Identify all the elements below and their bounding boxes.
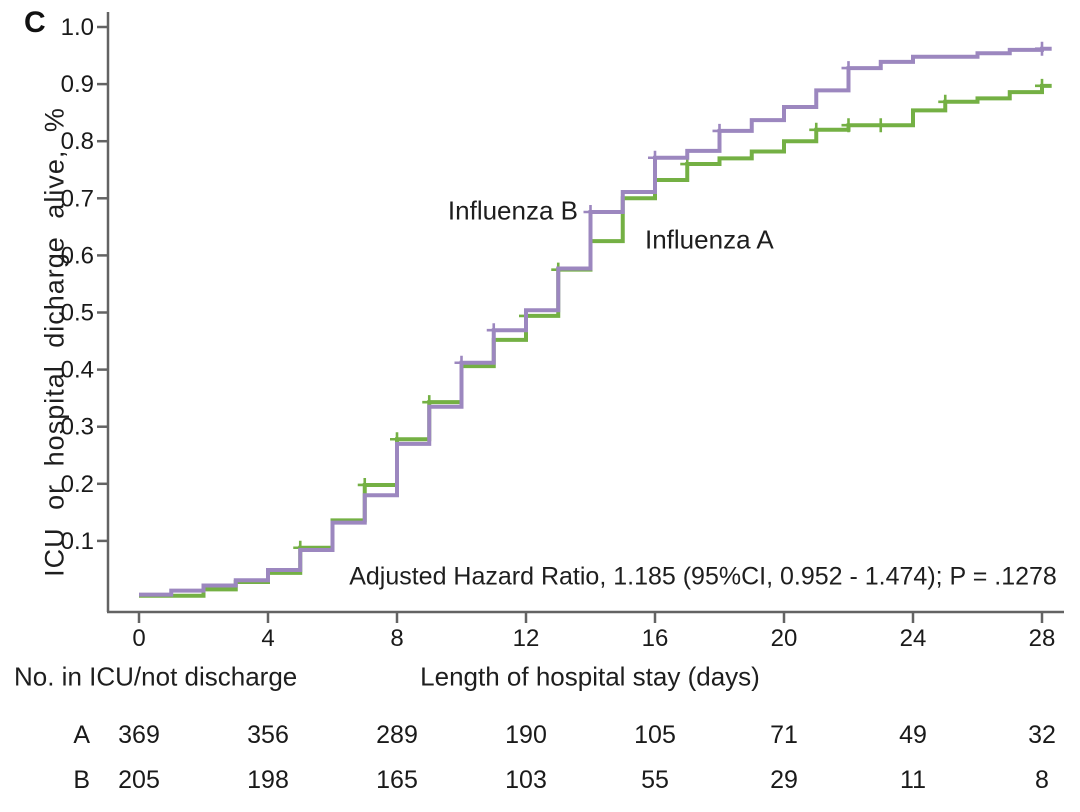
risk-cell: 29 (770, 766, 798, 794)
y-tick-label: 0.2 (61, 471, 94, 498)
risk-cell: 32 (1028, 721, 1056, 749)
censor-mark (648, 150, 662, 165)
hazard-ratio-annotation: Adjusted Hazard Ratio, 1.185 (95%CI, 0.9… (349, 562, 1057, 591)
y-tick-label: 0.7 (61, 185, 94, 212)
censor-mark (1035, 41, 1049, 56)
risk-row-label: B (73, 766, 90, 794)
censor-mark (873, 118, 888, 133)
risk-cell: 71 (770, 721, 798, 749)
censor-mark (1035, 78, 1049, 93)
y-tick-label: 0.5 (61, 300, 94, 327)
risk-cell: 11 (900, 766, 926, 794)
x-tick-label: 24 (900, 625, 927, 652)
x-tick-label: 20 (771, 625, 798, 652)
x-tick-label: 0 (132, 625, 145, 652)
x-tick-label: 28 (1029, 625, 1056, 652)
y-tick-label: 0.4 (61, 357, 94, 384)
censor-mark (357, 477, 372, 492)
y-tick-label: 0.8 (61, 128, 94, 155)
censor-mark (938, 94, 953, 109)
risk-cell: 198 (247, 766, 289, 794)
panel-label: C (24, 6, 46, 39)
x-tick-label: 8 (390, 625, 403, 652)
censor-mark (841, 61, 856, 76)
risk-cell: 165 (376, 766, 418, 794)
risk-cell: 8 (1035, 766, 1049, 794)
risk-cell: 55 (641, 766, 669, 794)
risk-cell: 190 (505, 721, 547, 749)
y-tick-label: 0.9 (61, 71, 94, 98)
censor-mark (809, 122, 824, 137)
risk-cell: 105 (634, 721, 676, 749)
x-axis-label: Length of hospital stay (days) (420, 661, 760, 692)
y-tick-label: 0.3 (61, 414, 94, 441)
risk-row-label: A (73, 721, 90, 749)
curve-label-influenza-b: Influenza B (447, 195, 578, 226)
risk-cell: 205 (118, 766, 160, 794)
y-axis-label: ICU or hospital dicharge alive, % (39, 107, 70, 577)
censor-mark (454, 355, 469, 370)
y-tick-label: 1.0 (61, 14, 94, 41)
x-tick-label: 12 (513, 625, 540, 652)
x-tick-label: 16 (642, 625, 669, 652)
censor-mark (712, 123, 727, 138)
risk-cell: 356 (247, 721, 289, 749)
risk-table-header: No. in ICU/not discharge (14, 661, 298, 692)
censor-mark (583, 205, 598, 220)
series-path-influenza-b (139, 46, 1052, 597)
risk-cell: 49 (899, 721, 927, 749)
risk-cell: 369 (118, 721, 160, 749)
y-tick-label: 0.6 (61, 242, 94, 269)
series-path-influenza-a (139, 83, 1052, 598)
curve-label-influenza-a: Influenza A (645, 224, 774, 255)
risk-cell: 289 (376, 721, 418, 749)
censor-mark (486, 323, 501, 338)
y-tick-label: 0.1 (61, 528, 94, 555)
censor-mark (841, 118, 856, 133)
risk-cell: 103 (505, 766, 547, 794)
x-tick-label: 4 (261, 625, 274, 652)
